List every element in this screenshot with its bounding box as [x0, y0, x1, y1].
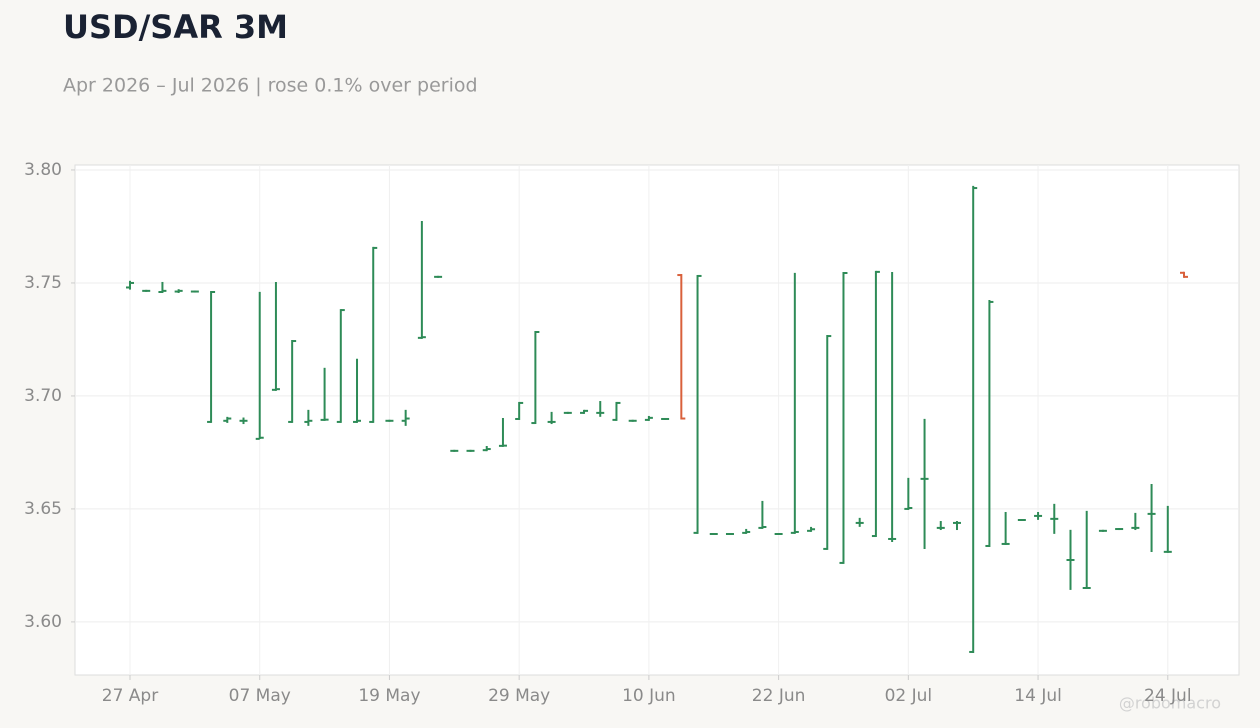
x-tick-label: 07 May	[229, 686, 291, 706]
x-tick-label: 10 Jun	[622, 686, 676, 706]
x-tick-label: 27 Apr	[102, 686, 158, 706]
y-tick-label: 3.65	[24, 499, 62, 519]
x-tick-label: 24 Jul	[1144, 686, 1192, 706]
x-tick-label: 14 Jul	[1014, 686, 1062, 706]
bars	[126, 185, 1188, 653]
y-tick-label: 3.75	[24, 273, 62, 293]
x-tick-label: 29 May	[488, 686, 550, 706]
watermark: @robomacro	[1119, 694, 1221, 713]
plot-area	[74, 164, 1240, 676]
y-tick-label: 3.80	[24, 160, 62, 180]
chart-subtitle: Apr 2026 – Jul 2026 | rose 0.1% over per…	[63, 75, 478, 97]
chart-title: USD/SAR 3M	[63, 8, 288, 46]
x-tick-label: 19 May	[358, 686, 420, 706]
y-tick-label: 3.70	[24, 386, 62, 406]
x-tick-label: 22 Jun	[752, 686, 806, 706]
x-tick-label: 02 Jul	[885, 686, 933, 706]
y-tick-label: 3.60	[24, 612, 62, 632]
